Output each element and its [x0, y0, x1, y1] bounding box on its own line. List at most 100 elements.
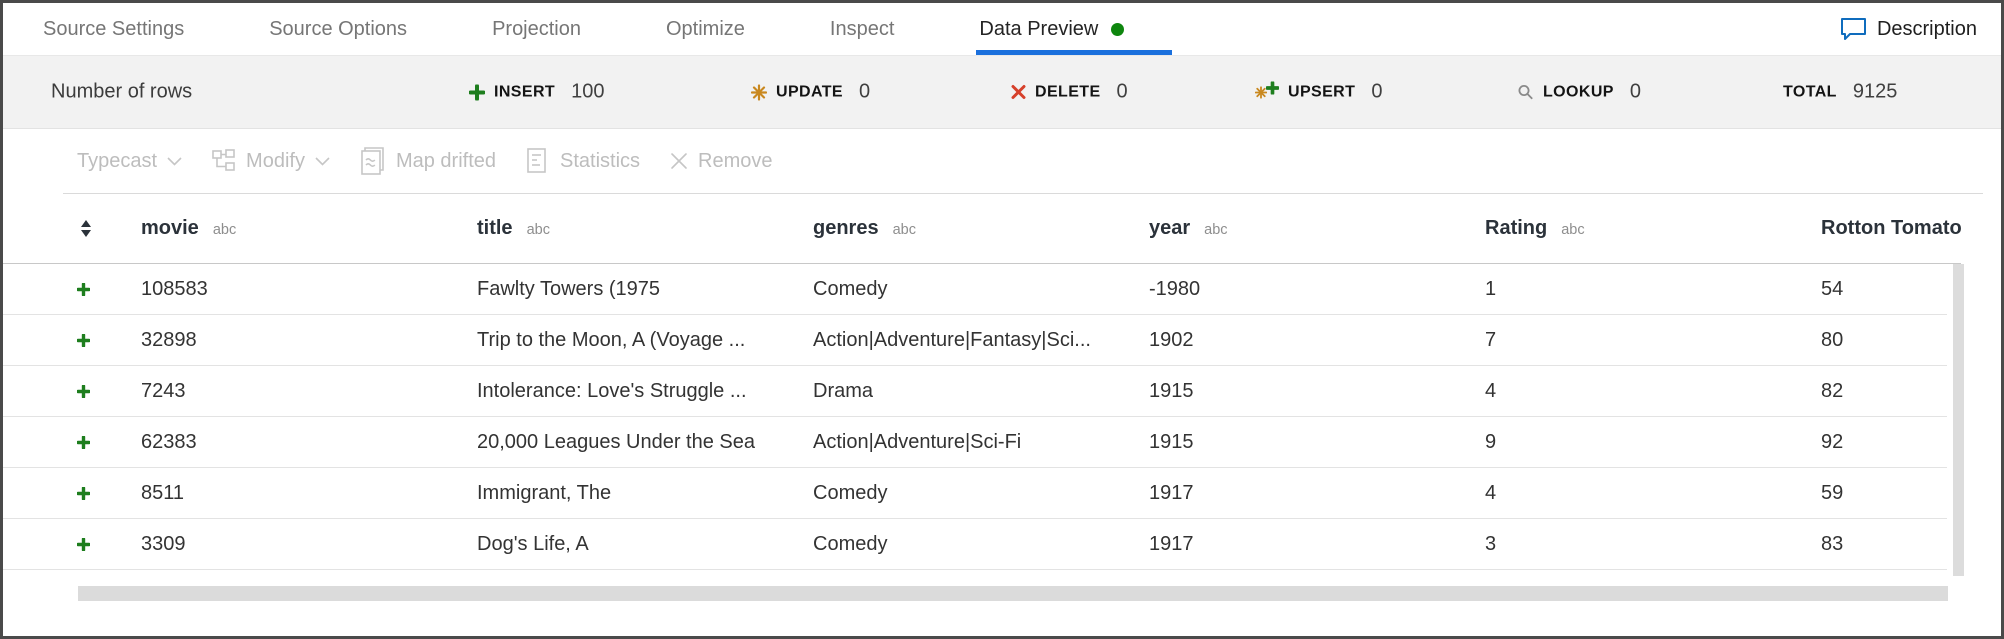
tab-inspect[interactable]: Inspect — [830, 3, 894, 55]
tab-label: Inspect — [829, 17, 895, 40]
tab-data-preview[interactable]: Data Preview — [976, 3, 1173, 55]
cell-rating: 9 — [1485, 430, 1497, 453]
table-row: 62383 20,000 Leagues Under the Sea Actio… — [3, 417, 1947, 468]
cell-rating: 7 — [1485, 328, 1497, 351]
statistics-button[interactable]: Statistics — [526, 148, 640, 174]
column-type-badge: abc — [892, 222, 916, 238]
cell-year: 1915 — [1149, 379, 1194, 402]
cell-year: 1917 — [1149, 532, 1194, 555]
update-asterisk-icon — [751, 84, 767, 100]
cell-genres: Comedy — [813, 532, 888, 555]
stat-value: 0 — [859, 80, 871, 103]
column-header-genres[interactable]: genres abc — [813, 217, 1149, 240]
table-row: 3309 Dog's Life, A Comedy 1917 3 83 — [3, 519, 1947, 570]
column-type-badge: abc — [1561, 222, 1585, 238]
cell-genres: Action|Adventure|Sci-Fi — [813, 430, 1022, 453]
cell-rotton-tomato: 80 — [1821, 328, 1844, 351]
flowchart-icon — [212, 149, 236, 173]
tab-source-options[interactable]: Source Options — [269, 3, 407, 55]
upsert-icon — [1254, 80, 1280, 103]
stat-value: 0 — [1629, 80, 1641, 103]
cell-year: 1902 — [1149, 328, 1194, 351]
remove-label: Remove — [698, 149, 773, 172]
tab-projection[interactable]: Projection — [492, 3, 581, 55]
cell-genres: Action|Adventure|Fantasy|Sci... — [813, 328, 1091, 351]
stat-label: INSERT — [494, 83, 556, 100]
tab-source-settings[interactable]: Source Settings — [43, 3, 184, 55]
cell-movie: 32898 — [141, 328, 197, 351]
column-name: title — [477, 217, 513, 239]
map-drifted-label: Map drifted — [395, 149, 497, 172]
row-marker-cell — [63, 435, 141, 449]
tab-optimize[interactable]: Optimize — [666, 3, 745, 55]
tab-label: Source Options — [269, 17, 408, 40]
modify-button[interactable]: Modify — [212, 149, 330, 173]
sort-column-header[interactable] — [63, 220, 141, 237]
column-header-rotton-tomato[interactable]: Rotton Tomato — [1821, 217, 1961, 240]
tab-label: Source Settings — [43, 17, 185, 40]
cell-year: 1917 — [1149, 481, 1194, 504]
statistics-chart-icon — [526, 148, 550, 174]
row-marker-cell — [63, 384, 141, 398]
table-row: 7243 Intolerance: Love's Struggle ... Dr… — [3, 366, 1947, 417]
column-type-badge: abc — [526, 222, 550, 238]
data-preview-table: movie abc title abc genres abc year abc … — [3, 194, 2001, 636]
tab-label: Data Preview — [979, 17, 1099, 40]
cell-genres: Comedy — [813, 481, 888, 504]
row-marker-cell — [63, 537, 141, 551]
stat-label: DELETE — [1035, 83, 1101, 100]
cell-rotton-tomato: 92 — [1821, 430, 1844, 453]
cell-movie: 7243 — [141, 379, 186, 402]
description-button[interactable]: Description — [1840, 17, 1977, 41]
stat-label: UPSERT — [1288, 83, 1356, 100]
cell-genres: Drama — [813, 379, 874, 402]
horizontal-scrollbar[interactable] — [78, 586, 1948, 601]
remove-button[interactable]: Remove — [670, 149, 773, 173]
column-header-title[interactable]: title abc — [477, 217, 813, 240]
cell-rotton-tomato: 59 — [1821, 481, 1844, 504]
column-header-year[interactable]: year abc — [1149, 217, 1485, 240]
table-header-row: movie abc title abc genres abc year abc … — [3, 194, 1961, 264]
stat-value: 100 — [571, 80, 605, 103]
stat-value: 0 — [1371, 80, 1383, 103]
cell-title: Trip to the Moon, A (Voyage ... — [477, 328, 746, 351]
chevron-down-icon — [167, 156, 182, 166]
column-name: movie — [141, 217, 199, 239]
column-header-rating[interactable]: Rating abc — [1485, 217, 1821, 240]
vertical-scrollbar[interactable] — [1953, 264, 1964, 576]
chevron-down-icon — [315, 156, 330, 166]
cell-title: Intolerance: Love's Struggle ... — [477, 379, 747, 402]
cell-year: -1980 — [1149, 277, 1201, 300]
stat-value: 0 — [1116, 80, 1128, 103]
cell-rating: 3 — [1485, 532, 1497, 555]
table-row: 32898 Trip to the Moon, A (Voyage ... Ac… — [3, 315, 1947, 366]
insert-plus-icon — [469, 84, 485, 100]
statistics-label: Statistics — [560, 149, 641, 172]
typecast-button[interactable]: Typecast — [77, 150, 182, 173]
map-drifted-button[interactable]: Map drifted — [360, 147, 496, 175]
modify-label: Modify — [246, 149, 305, 172]
toolbar-divider — [63, 193, 1983, 194]
stat-insert: INSERT 100 — [469, 81, 604, 104]
stat-upsert: UPSERT 0 — [1254, 80, 1383, 104]
remove-x-icon — [670, 152, 688, 170]
column-header-movie[interactable]: movie abc — [141, 217, 477, 240]
cell-movie: 62383 — [141, 430, 197, 453]
cell-rotton-tomato: 54 — [1821, 277, 1844, 300]
insert-row-icon — [77, 333, 90, 347]
table-row: 108583 Fawlty Towers (1975 Comedy -1980 … — [3, 264, 1947, 315]
insert-row-icon — [77, 384, 90, 398]
sort-arrows-icon[interactable] — [77, 220, 91, 237]
stat-label: LOOKUP — [1543, 83, 1614, 100]
tab-label: Optimize — [666, 17, 745, 40]
data-ready-dot — [1111, 22, 1125, 36]
cell-title: Immigrant, The — [477, 481, 612, 504]
cell-title: Dog's Life, A — [477, 532, 589, 555]
insert-row-icon — [77, 435, 90, 449]
stat-delete: DELETE 0 — [1011, 81, 1128, 104]
table-row: 8511 Immigrant, The Comedy 1917 4 59 — [3, 468, 1947, 519]
column-name: genres — [813, 217, 879, 239]
column-name: Rating — [1485, 217, 1548, 239]
stat-lookup: LOOKUP 0 — [1517, 81, 1641, 104]
